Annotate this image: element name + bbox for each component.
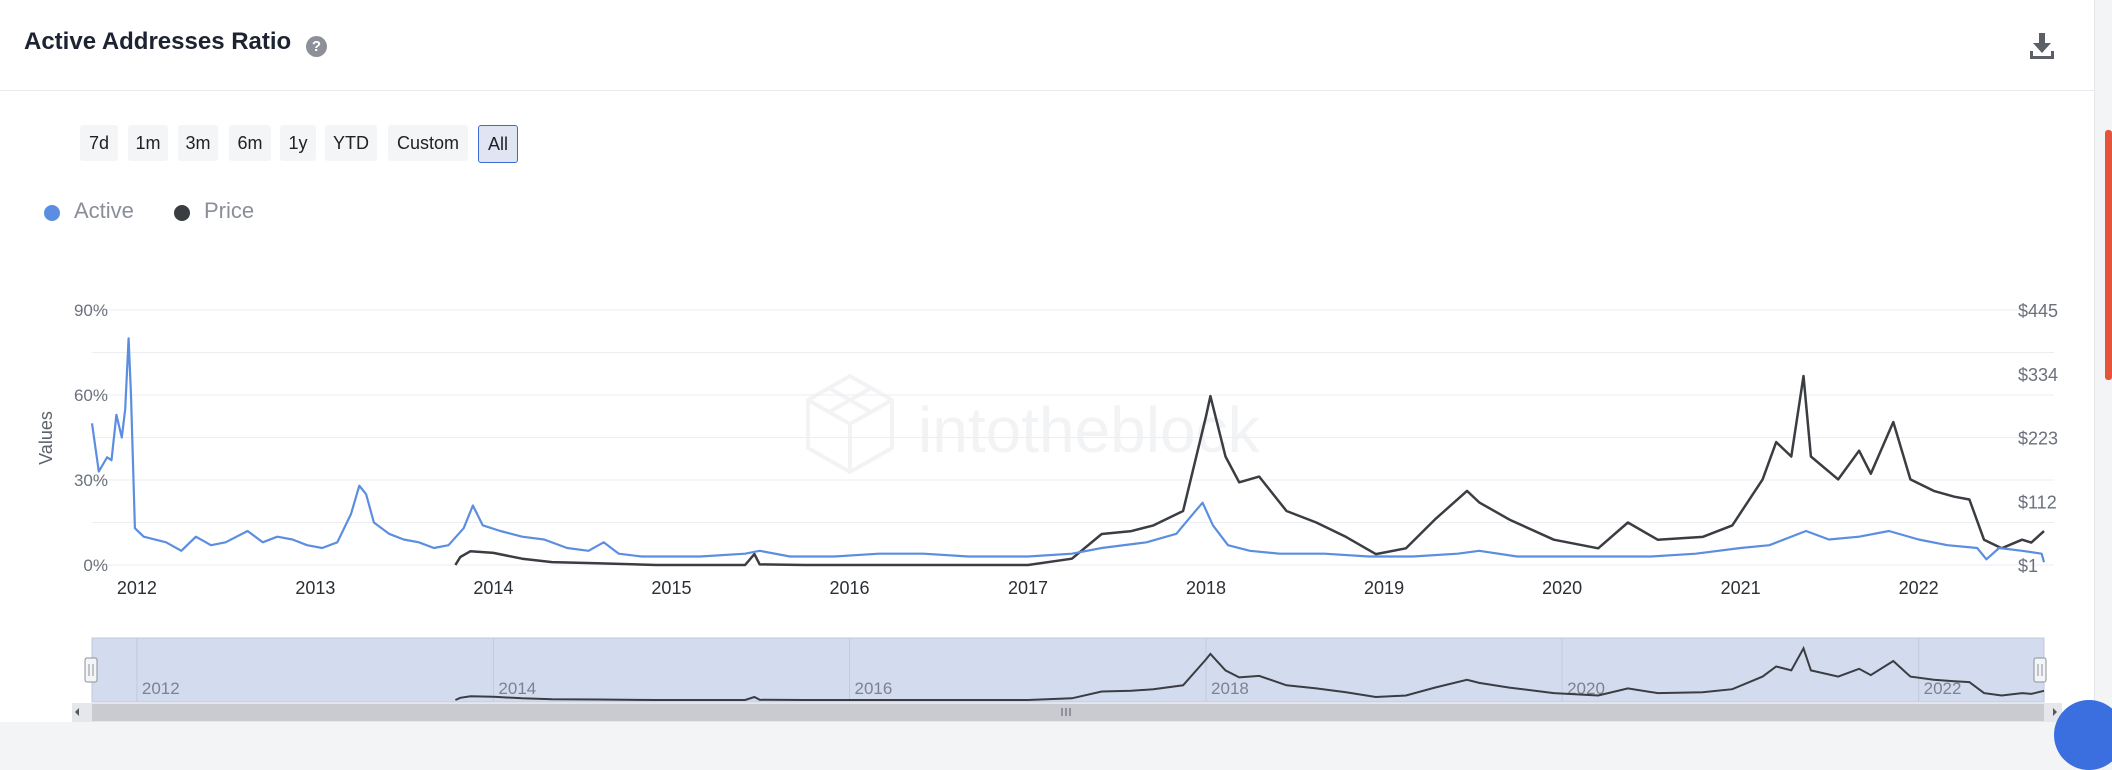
left-axis-tick-label: 0% [83, 556, 108, 575]
series-line-price [454, 374, 2045, 567]
scroll-left-arrow-icon[interactable] [75, 708, 79, 716]
x-axis-tick-label: 2019 [1364, 578, 1404, 598]
navigator-tick-label: 2012 [142, 679, 180, 698]
chat-launcher-button[interactable] [2054, 700, 2112, 770]
range-custom-button[interactable]: Custom [388, 125, 468, 161]
navigator-left-handle[interactable] [84, 657, 98, 683]
right-axis-tick-label: $334 [2018, 365, 2058, 385]
range-3m-button[interactable]: 3m [178, 125, 218, 161]
legend-dot-price [174, 205, 190, 221]
range-6m-button[interactable]: 6m [229, 125, 271, 161]
navigator-tick-label: 2016 [854, 679, 892, 698]
left-axis-tick-label: 30% [74, 471, 108, 490]
x-axis-tick-label: 2012 [117, 578, 157, 598]
x-axis-tick-label: 2021 [1721, 578, 1761, 598]
chart-card: Active Addresses Ratio ? 7d 1m 3m 6m 1y … [0, 0, 2095, 722]
navigator-tick-label: 2014 [498, 679, 536, 698]
right-axis-tick-label: $445 [2018, 301, 2058, 321]
navigator-tick-label: 2018 [1211, 679, 1249, 698]
x-axis-tick-label: 2022 [1899, 578, 1939, 598]
legend-item-price[interactable]: Price [172, 196, 282, 226]
navigator-tick-label: 2022 [1924, 679, 1962, 698]
legend-dot-active [44, 205, 60, 221]
x-axis-tick-label: 2013 [295, 578, 335, 598]
x-axis-tick-label: 2015 [651, 578, 691, 598]
series-line-active [90, 337, 2046, 563]
chart-plot: intotheblock 0% 30% 60% 90% $1 $112 $223 $334 $… [36, 301, 2062, 722]
right-axis-tick-label: $1 [2018, 556, 2038, 576]
x-axis-tick-label: 2018 [1186, 578, 1226, 598]
page-scrollbar-accent[interactable] [2105, 130, 2112, 380]
chart-title: Active Addresses Ratio [24, 28, 292, 55]
legend-item-active[interactable]: Active [42, 196, 152, 226]
x-axis-tick-label: 2017 [1008, 578, 1048, 598]
navigator-series-line-price [454, 645, 2045, 701]
left-axis-tick-label: 90% [74, 301, 108, 320]
range-1y-button[interactable]: 1y [280, 125, 316, 161]
card-header: Active Addresses Ratio ? [0, 0, 2094, 91]
range-navigator[interactable]: 2012 2014 2016 2018 2020 2022 [72, 637, 2062, 722]
right-axis-tick-label: $112 [2018, 492, 2057, 512]
navigator-scrollbar-thumb[interactable] [92, 704, 2044, 721]
intotheblock-watermark: intotheblock [806, 373, 1261, 475]
range-7d-button[interactable]: 7d [80, 125, 118, 161]
range-1m-button[interactable]: 1m [128, 125, 168, 161]
download-icon[interactable] [2026, 30, 2058, 62]
legend-label-active: Active [74, 198, 134, 223]
y-axis-label: Values [36, 411, 56, 465]
scroll-right-arrow-icon[interactable] [2053, 708, 2057, 716]
legend-label-price: Price [204, 198, 255, 223]
left-axis-tick-label: 60% [74, 386, 108, 405]
x-axis-tick-label: 2014 [473, 578, 513, 598]
range-ytd-button[interactable]: YTD [325, 125, 377, 161]
navigator-tick-label: 2020 [1567, 679, 1605, 698]
range-all-button[interactable]: All [478, 125, 518, 163]
x-axis-tick-label: 2016 [829, 578, 869, 598]
right-axis-tick-label: $223 [2018, 429, 2058, 449]
question-circle-icon[interactable]: ? [306, 36, 327, 57]
navigator-right-handle[interactable] [2033, 657, 2047, 683]
navigator-selection[interactable] [91, 637, 2045, 703]
x-axis-tick-label: 2020 [1542, 578, 1582, 598]
